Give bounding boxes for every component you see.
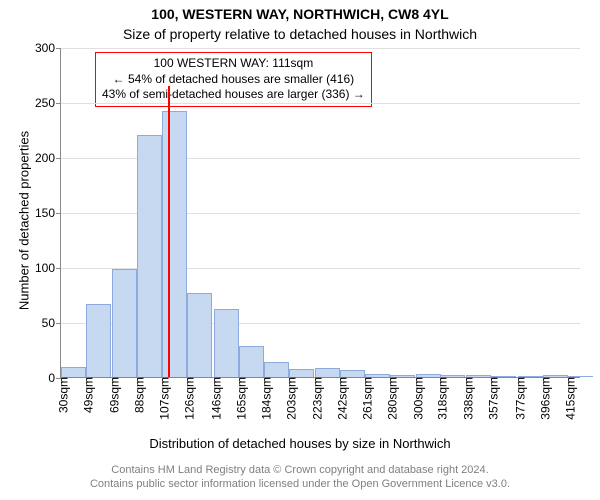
attribution-block: Contains HM Land Registry data © Crown c… (0, 463, 600, 492)
histogram-bar (239, 346, 264, 377)
histogram-bar (61, 367, 86, 377)
attribution-line-2: Contains public sector information licen… (0, 477, 600, 491)
x-tick-label: 357sqm (482, 377, 501, 420)
x-tick-label: 261sqm (356, 377, 375, 420)
x-tick-label: 338sqm (457, 377, 476, 420)
grid-line (61, 48, 580, 49)
x-tick-label: 88sqm (128, 377, 147, 413)
x-tick-label: 146sqm (204, 377, 223, 420)
annotation-line-1: 100 WESTERN WAY: 111sqm (102, 56, 365, 72)
x-tick-label: 165sqm (229, 377, 248, 420)
annotation-line-3: 43% of semi-detached houses are larger (… (102, 87, 365, 103)
x-tick-label: 318sqm (431, 377, 450, 420)
histogram-bar (289, 369, 314, 377)
chart-title-main: 100, WESTERN WAY, NORTHWICH, CW8 4YL (0, 6, 600, 22)
x-tick-label: 107sqm (153, 377, 172, 420)
chart-container: 100, WESTERN WAY, NORTHWICH, CW8 4YL Siz… (0, 0, 600, 500)
x-tick-label: 49sqm (77, 377, 96, 413)
x-axis-label: Distribution of detached houses by size … (0, 436, 600, 451)
x-tick-label: 223sqm (306, 377, 325, 420)
x-tick-label: 377sqm (508, 377, 527, 420)
x-tick-label: 69sqm (103, 377, 122, 413)
histogram-bar (340, 370, 365, 377)
property-marker-line (168, 86, 170, 378)
x-tick-label: 396sqm (533, 377, 552, 420)
histogram-bar (214, 309, 239, 377)
y-tick-label: 150 (35, 206, 61, 220)
histogram-bar (112, 269, 137, 377)
grid-line (61, 103, 580, 104)
y-tick-label: 250 (35, 96, 61, 110)
y-tick-label: 100 (35, 261, 61, 275)
x-tick-label: 126sqm (178, 377, 197, 420)
histogram-bar (264, 362, 289, 377)
annotation-box: 100 WESTERN WAY: 111sqm ← 54% of detache… (95, 52, 372, 107)
plot-area: 100 WESTERN WAY: 111sqm ← 54% of detache… (60, 48, 580, 378)
histogram-bar (86, 304, 111, 377)
annotation-line-2: ← 54% of detached houses are smaller (41… (102, 72, 365, 88)
y-tick-label: 300 (35, 41, 61, 55)
y-tick-label: 200 (35, 151, 61, 165)
chart-title-sub: Size of property relative to detached ho… (0, 26, 600, 42)
histogram-bar (315, 368, 340, 377)
x-tick-label: 300sqm (407, 377, 426, 420)
y-tick-label: 50 (42, 316, 61, 330)
x-tick-label: 280sqm (381, 377, 400, 420)
y-axis-label: Number of detached properties (17, 121, 32, 321)
attribution-line-1: Contains HM Land Registry data © Crown c… (0, 463, 600, 477)
histogram-bar (162, 111, 187, 377)
histogram-bar (187, 293, 212, 377)
x-tick-label: 203sqm (279, 377, 298, 420)
x-tick-label: 242sqm (331, 377, 350, 420)
x-tick-label: 415sqm (558, 377, 577, 420)
histogram-bar (137, 135, 162, 377)
x-tick-label: 184sqm (254, 377, 273, 420)
x-tick-label: 30sqm (52, 377, 71, 413)
